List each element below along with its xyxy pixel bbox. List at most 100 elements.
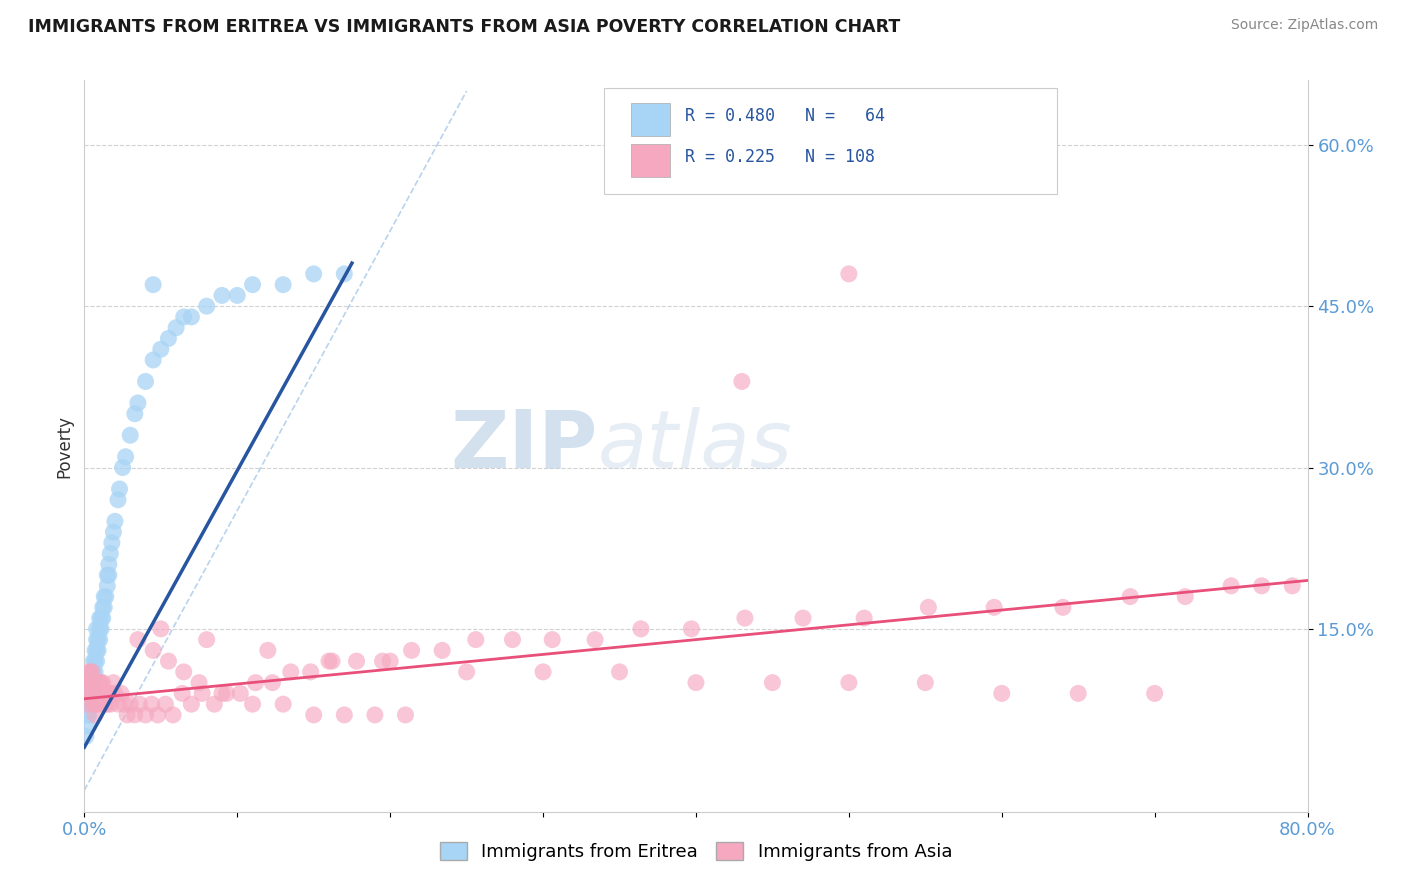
Point [79,686,101,700]
Text: IMMIGRANTS FROM ERITREA VS IMMIGRANTS FROM ASIA POVERTY CORRELATION CHART: IMMIGRANTS FROM ERITREA VS IMMIGRANTS FR… [28,18,900,36]
Point [80,665,103,679]
Point [87,632,110,647]
Point [983,600,1005,615]
Point [456,665,478,679]
Point [792,611,814,625]
Point [257,643,280,657]
Point [155,697,177,711]
Point [180,310,202,324]
Point [531,665,554,679]
Point [142,277,165,292]
Point [93,600,115,615]
Point [165,320,187,334]
Point [97,558,120,572]
Point [464,632,486,647]
Point [91,600,114,615]
Point [86,622,108,636]
Point [242,277,264,292]
Point [79,665,101,679]
Point [1250,579,1272,593]
Point [77,675,100,690]
Point [215,686,238,700]
Point [364,707,387,722]
Point [630,622,652,636]
Point [89,622,111,636]
Point [195,632,218,647]
Point [84,707,107,722]
Point [76,719,98,733]
Point [90,686,112,700]
Point [77,665,100,679]
Point [1119,590,1142,604]
Point [107,697,129,711]
Point [87,675,110,690]
Point [430,643,453,657]
Point [188,675,211,690]
Point [86,654,108,668]
Point [245,675,267,690]
Point [90,622,112,636]
Point [83,654,105,668]
Point [80,675,103,690]
Point [685,675,707,690]
Point [83,675,105,690]
Point [135,375,157,389]
Bar [631,103,671,136]
FancyBboxPatch shape [605,87,1057,194]
Point [120,697,142,711]
Text: ZIP: ZIP [451,407,598,485]
Point [98,547,121,561]
Point [104,514,127,528]
Point [101,686,124,700]
Point [79,675,101,690]
Point [149,342,172,356]
Point [76,686,98,700]
Point [853,611,876,625]
Point [1021,170,1043,185]
Point [124,707,146,722]
Point [96,568,118,582]
Point [838,675,860,690]
Point [87,686,110,700]
Point [111,460,134,475]
Point [271,697,294,711]
Point [83,675,105,690]
Point [114,450,136,464]
Point [84,654,107,668]
Point [202,697,225,711]
Point [89,632,111,647]
Point [917,600,939,615]
Point [79,675,101,690]
Point [87,643,110,657]
Point [89,686,111,700]
Point [96,686,118,700]
Point [107,492,129,507]
Point [91,686,114,700]
Point [93,590,115,604]
Point [77,697,100,711]
Point [103,675,125,690]
Point [75,697,97,711]
Point [80,665,103,679]
Point [734,611,756,625]
Point [90,675,112,690]
Text: R = 0.480   N =   64: R = 0.480 N = 64 [685,107,884,125]
Point [86,686,108,700]
Point [141,697,163,711]
Point [108,482,131,496]
Point [371,654,394,668]
Point [86,675,108,690]
Point [211,288,233,302]
Point [91,611,114,625]
Point [761,675,783,690]
Point [84,697,107,711]
Point [1220,579,1243,593]
Point [401,643,423,657]
Point [77,707,100,722]
Point [104,686,127,700]
Point [302,707,325,722]
Point [98,697,121,711]
Legend: Immigrants from Eritrea, Immigrants from Asia: Immigrants from Eritrea, Immigrants from… [433,835,959,869]
Point [157,654,180,668]
Point [262,675,284,690]
